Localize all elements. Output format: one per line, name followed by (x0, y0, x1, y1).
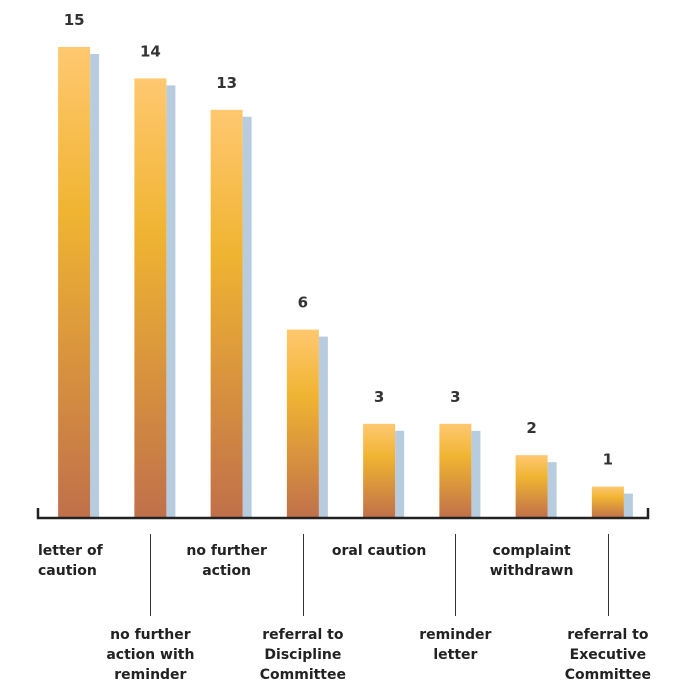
bar-shadow (318, 336, 328, 518)
bar (515, 455, 548, 518)
label-leader-line (455, 534, 456, 616)
bar (286, 329, 319, 518)
bar-shadow (395, 430, 405, 518)
bar-shadow (90, 54, 100, 518)
value-label: 3 (450, 388, 460, 406)
value-label: 15 (64, 11, 85, 29)
bars-group (58, 47, 633, 519)
category-label: referral to Discipline Committee (259, 627, 346, 683)
x-axis-baseline (36, 508, 650, 520)
category-label: referral to Executive Committee (564, 627, 651, 683)
bar-shadow (547, 462, 557, 518)
category-label: letter of caution (38, 543, 103, 579)
value-labels-group: 15 14 13 6 3 3 2 1 (64, 11, 613, 469)
value-label: 14 (140, 42, 161, 60)
bar-shadow (471, 430, 481, 518)
label-leader-line (608, 534, 609, 616)
bar (134, 78, 167, 519)
bar (58, 47, 91, 518)
value-label: 3 (374, 388, 384, 406)
bar (210, 109, 243, 519)
bar-shadow (166, 85, 176, 519)
category-label: reminder letter (419, 627, 492, 663)
category-label: no further action with reminder (106, 627, 195, 683)
bar-shadow (242, 116, 252, 519)
category-label: oral caution (331, 543, 427, 559)
bar (439, 423, 472, 518)
value-label: 1 (603, 451, 613, 469)
bar-shadow (623, 493, 633, 518)
value-label: 2 (526, 419, 536, 437)
label-leader-line (303, 534, 304, 616)
value-label: 13 (216, 74, 237, 92)
value-label: 6 (298, 294, 308, 312)
label-leader-line (150, 534, 151, 616)
category-label: complaint withdrawn (489, 543, 574, 579)
bar (363, 423, 396, 518)
bar (591, 486, 624, 518)
category-label: no further action (186, 543, 267, 579)
